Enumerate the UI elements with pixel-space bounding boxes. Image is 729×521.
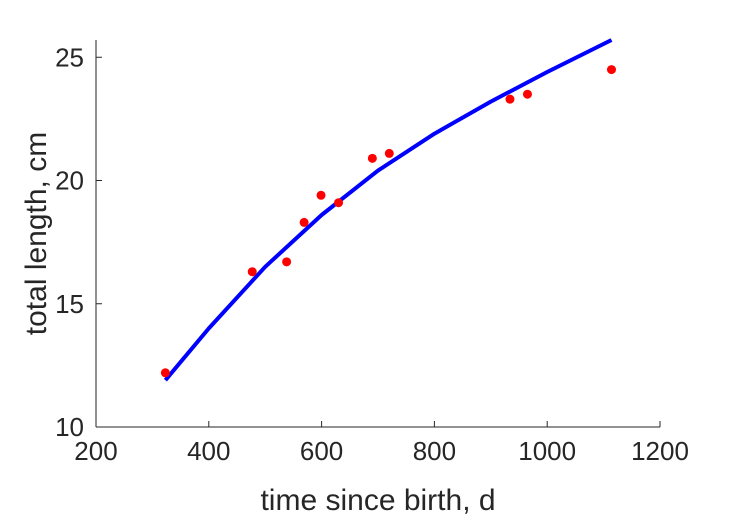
y-tick-label: 20	[55, 166, 84, 196]
fit-curve	[163, 38, 613, 382]
data-point	[247, 267, 257, 277]
x-tick-label: 800	[413, 436, 456, 466]
x-axis-label: time since birth, d	[260, 484, 495, 517]
data-point	[522, 89, 532, 99]
y-axis-label: total length, cm	[20, 132, 53, 335]
data-point	[384, 148, 394, 158]
x-ticks: 200 400 600 800 1000 1200	[74, 421, 689, 466]
data-point	[316, 190, 326, 200]
y-tick-label: 15	[55, 289, 84, 319]
data-point	[282, 257, 292, 267]
x-tick-label: 400	[187, 436, 230, 466]
x-tick-label: 600	[300, 436, 343, 466]
series-layer	[160, 38, 616, 382]
data-point	[334, 198, 344, 208]
y-tick-label: 10	[55, 412, 84, 442]
y-tick-label: 25	[55, 42, 84, 72]
axes	[95, 40, 660, 428]
data-point	[505, 94, 515, 104]
x-tick-label: 200	[74, 436, 117, 466]
data-point	[606, 65, 616, 75]
data-point	[299, 217, 309, 227]
x-tick-label: 1000	[518, 436, 576, 466]
data-point	[367, 153, 377, 163]
data-point	[160, 368, 170, 378]
y-ticks: 10 15 20 25	[55, 42, 102, 442]
x-tick-label: 1200	[631, 436, 689, 466]
